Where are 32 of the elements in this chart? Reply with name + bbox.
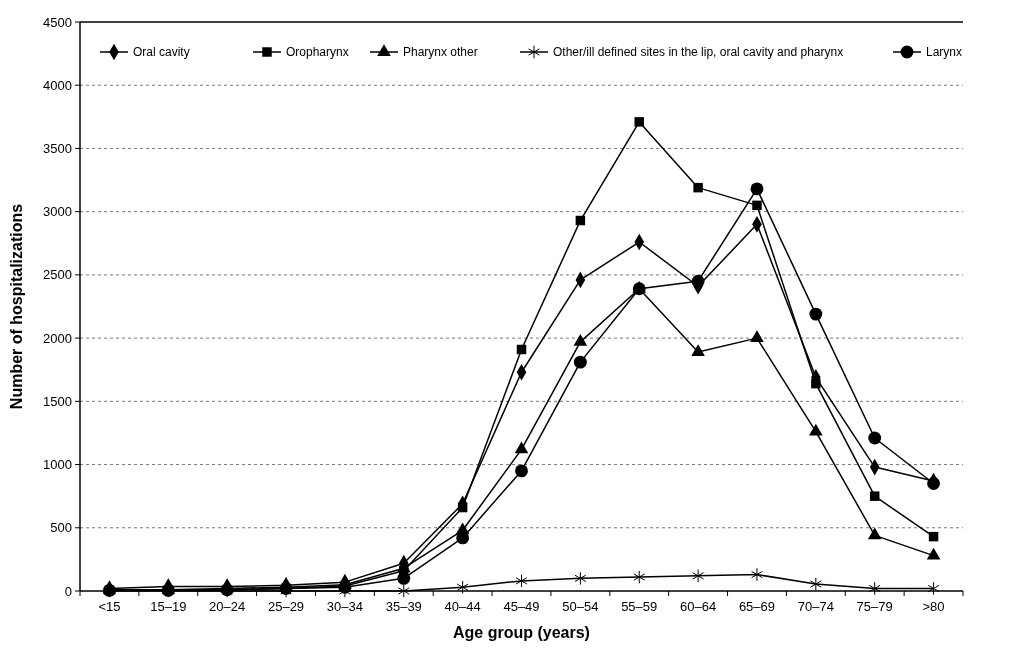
y-tick-label: 3000 — [43, 204, 72, 220]
y-tick-label: 500 — [50, 520, 72, 536]
y-tick-label: 0 — [64, 583, 72, 599]
x-tick-label: <15 — [98, 599, 121, 614]
legend-label: Other/ill defined sites in the lip, oral cavity and pharynx — [553, 45, 844, 60]
x-tick-label: 15–19 — [150, 599, 187, 614]
y-tick-label: 2500 — [43, 267, 72, 283]
y-tick-label: 4500 — [43, 14, 72, 30]
x-tick-label: 40–44 — [444, 599, 481, 614]
y-tick-label: 2000 — [43, 330, 72, 346]
legend-label: Oral cavity — [133, 45, 190, 60]
legend-label: Pharynx other — [403, 45, 478, 60]
x-tick-label: 75–79 — [856, 599, 893, 614]
y-tick-label: 1500 — [43, 393, 72, 409]
x-tick-label: 45–49 — [503, 599, 540, 614]
x-tick-label: 55–59 — [621, 599, 658, 614]
y-tick-label: 1000 — [43, 457, 72, 473]
x-axis-title: Age group (years) — [453, 624, 590, 641]
legend-label: Oropharynx — [286, 45, 349, 60]
x-tick-label: 30–34 — [326, 599, 363, 614]
x-tick-label: 20–24 — [209, 599, 246, 614]
y-tick-label: 4000 — [43, 77, 72, 93]
x-tick-label: 35–39 — [385, 599, 422, 614]
y-tick-label: 3500 — [43, 140, 72, 156]
x-tick-label: 50–54 — [562, 599, 599, 614]
x-tick-label: >80 — [922, 599, 945, 614]
y-axis-title: Number of hospitalizations — [8, 203, 25, 410]
legend-label: Larynx — [926, 45, 963, 60]
x-tick-label: 70–74 — [797, 599, 834, 614]
x-tick-label: 25–29 — [267, 599, 305, 614]
x-tick-label: 60–64 — [680, 599, 717, 614]
x-tick-label: 65–69 — [738, 599, 776, 614]
